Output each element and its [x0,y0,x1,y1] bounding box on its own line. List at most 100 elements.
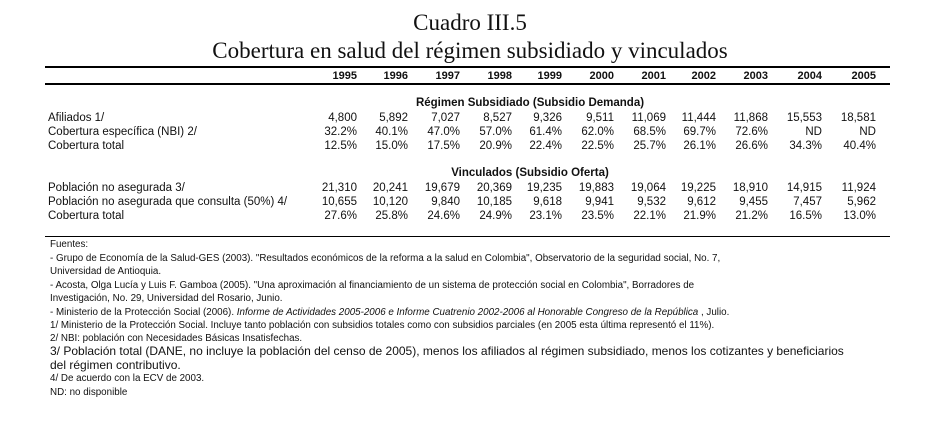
table-cell: 19,883 [578,182,614,194]
table-cell: 23.1% [529,209,562,222]
table-cell: 24.9% [479,209,512,222]
footnote-1: 1/ Ministerio de la Protección Social. I… [50,319,715,331]
table-cell: 8,527 [483,112,512,124]
table-title: Cobertura en salud del régimen subsidiad… [212,38,728,63]
table-cell: 27.6% [324,209,357,222]
table-row: Población no asegurada que consulta (50%… [0,195,950,209]
table-cell: ND [859,125,876,138]
footnote-3: 3/ Población total (DANE, no incluye la … [50,344,844,359]
table-cell: 11,444 [681,112,716,124]
table-cell: 9,618 [533,195,562,208]
table-cell: 14,915 [786,182,822,194]
table-cell: 20.9% [479,139,512,152]
year-header-1996: 1996 [383,70,408,82]
table-cell: 22.1% [633,209,666,222]
footnotes: Fuentes: - Grupo de Economía de la Salud… [50,238,890,400]
year-header-1999: 1999 [537,70,562,82]
source-3-title: Informe de Actividades 2005-2006 e Infor… [236,306,699,318]
section-heading: Vinculados (Subsidio Oferta) [451,167,609,179]
table-cell: 40.4% [843,139,876,152]
row-label: Cobertura total [48,209,125,222]
table-cell: 22.5% [581,139,614,152]
table-cell: 16.5% [789,209,822,222]
source-2: - Acosta, Olga Lucía y Luis F. Gamboa (2… [50,279,695,291]
year-header-1998: 1998 [487,70,512,82]
table-cell: 11,069 [631,112,666,124]
table-cell: 17.5% [427,139,460,152]
table-cell: 18,581 [840,112,876,124]
source-2-cont: Investigación, No. 29, Universidad del R… [50,293,283,305]
table-cell: 10,120 [372,195,408,208]
table-cell: 13.0% [843,209,876,222]
section-heading: Régimen Subsidiado (Subsidio Demanda) [415,97,645,109]
table-cell: 9,941 [585,195,614,208]
source-1: - Grupo de Economía de la Salud-GES (200… [50,252,721,264]
table-cell: 61.4% [529,125,562,138]
source-3-author: - Ministerio de la Protección Social (20… [50,306,237,318]
table-cell: 19,679 [424,182,460,194]
table-row: Cobertura total 12.5% 15.0% 17.5% 20.9% 22.4%… [0,139,950,153]
table-cell: 20,369 [476,182,512,194]
table-cell: 9,612 [687,195,716,208]
table-cell: 5,962 [847,195,876,208]
table-cell: 4,800 [328,112,357,124]
table-cell: 11,924 [841,182,876,194]
year-header-1995: 1995 [332,70,357,82]
source-3-date: , Julio. [698,306,730,318]
table-cell: 24.6% [427,209,460,222]
row-label: Cobertura total [48,139,125,152]
table-cell: 19,225 [680,182,716,194]
year-header-2003: 2003 [743,70,768,82]
table-row: Afiliados 1/4,800 5,892 7,027 8,527 9,326 9,5… [0,111,950,125]
table-cell: 21.2% [735,209,768,222]
table-cell: 68.5% [633,125,666,138]
table-cell: 7,457 [793,195,822,208]
table-cell: 9,840 [431,195,460,208]
sources-label: Fuentes: [50,239,89,250]
table-cell: 62.0% [581,125,614,138]
table-row: Cobertura específica (NBI) 2/32.2% 40.1% 4… [0,125,950,139]
table-cell: 12.5% [324,139,357,152]
table-cell: 26.1% [683,139,716,152]
table-cell: 22.4% [529,139,562,152]
top-rule [45,66,890,68]
table-cell: ND [805,125,822,138]
table-cell: 34.3% [789,139,822,152]
source-1-cont: Universidad de Antioquia. [50,266,162,278]
year-header-2001: 2001 [641,70,666,82]
table-cell: 15,553 [786,112,822,124]
table-cell: 32.2% [324,125,357,138]
footnote-2: 2/ NBI: población con Necesidades Básica… [50,332,303,344]
table-cell: 57.0% [479,125,512,138]
table-cell: 72.6% [735,125,768,138]
table-cell: 9,532 [637,195,666,208]
table-cell: 9,326 [533,112,562,124]
year-header-row: 1995 1996 1997 1998 1999 2000 2001 2002 2003 2004… [0,69,950,83]
table-row: Cobertura total 27.6% 25.8% 24.6% 24.9% 23.1%… [0,209,950,223]
table-cell: 9,455 [739,195,768,208]
row-label: Afiliados 1/ [48,112,105,124]
table-cell: 18,910 [732,182,768,194]
table-cell: 11,868 [733,112,768,124]
row-label: Cobertura específica (NBI) 2/ [48,125,197,138]
table-cell: 7,027 [431,112,460,124]
table-cell: 26.6% [735,139,768,152]
table-cell: 21.9% [683,209,716,222]
table-cell: 19,235 [526,182,562,194]
source-3: - Ministerio de la Protección Social (20… [50,306,890,320]
table-cell: 47.0% [427,125,460,138]
nd-note: ND: no disponible [50,386,128,398]
footnote-3-cont: del régimen contributivo. [50,357,181,372]
table-cell: 5,892 [379,112,408,124]
year-header-2002: 2002 [691,70,716,82]
year-header-2004: 2004 [797,70,822,82]
header-rule [45,83,890,85]
table-cell: 40.1% [375,125,408,138]
table-cell: 10,185 [476,195,512,208]
row-label: Población no asegurada 3/ [48,182,185,194]
year-header-1997: 1997 [435,70,460,82]
table-cell: 9,511 [586,112,614,124]
table-cell: 10,655 [321,195,357,208]
table-cell: 25.8% [375,209,408,222]
bottom-rule [45,236,890,237]
